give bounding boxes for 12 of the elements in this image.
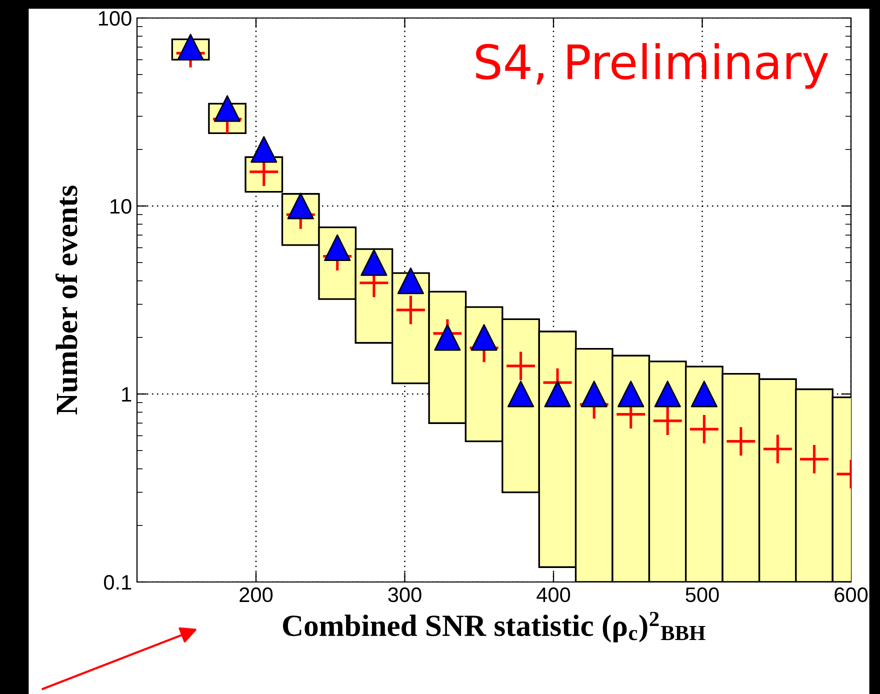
x-tick-label: 200 [240, 587, 273, 602]
y-tick-label: 0.1 [104, 575, 132, 590]
x-axis-title: Combined SNR statistic (ρ$_{c}$)$^{2}$$_{BBH}$ [282, 612, 706, 642]
y-tick-label: 1 [122, 387, 132, 402]
x-tick-label: 500 [686, 587, 719, 602]
x-tick-label: 600 [834, 587, 868, 602]
y-tick-label: 100 [98, 11, 132, 26]
y-tick-label: 10 [110, 199, 132, 214]
x-tick-label: 400 [536, 587, 570, 602]
annotation: S4, Preliminary [476, 43, 828, 89]
x-tick-label: 300 [388, 587, 422, 602]
y-axis-title: Number of events [55, 186, 78, 415]
